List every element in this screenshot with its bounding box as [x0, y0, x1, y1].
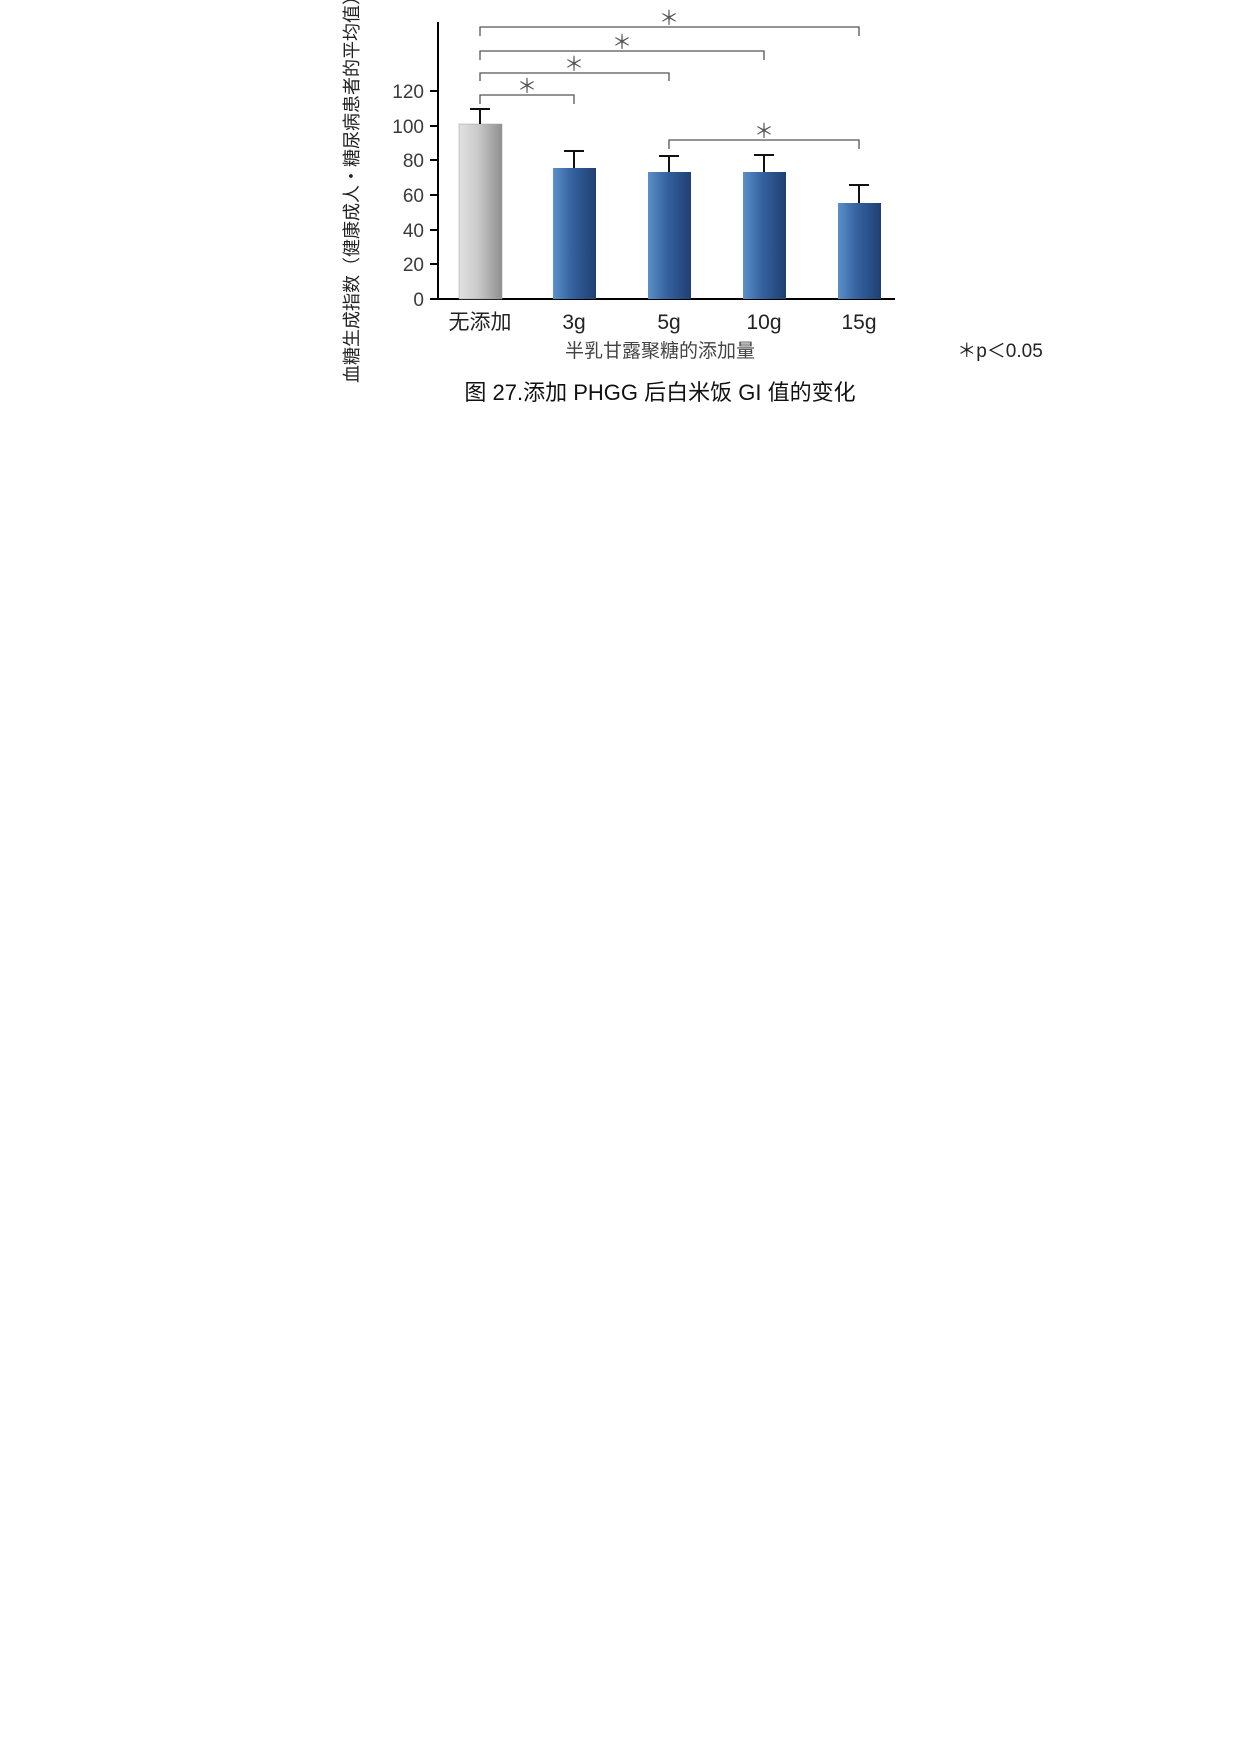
svg-text:80: 80	[403, 151, 424, 172]
svg-text:＊p＜0.05: ＊p＜0.05	[957, 341, 1043, 362]
svg-text:20: 20	[403, 255, 424, 276]
svg-text:＊: ＊	[612, 32, 632, 54]
svg-text:＊: ＊	[564, 54, 584, 76]
svg-text:40: 40	[403, 221, 424, 242]
svg-text:血糖生成指数（健康成人・糖尿病患者的平均值）: 血糖生成指数（健康成人・糖尿病患者的平均值）	[342, 0, 362, 383]
svg-text:15g: 15g	[841, 311, 876, 334]
svg-text:图 27.添加 PHGG 后白米饭 GI 值的变化: 图 27.添加 PHGG 后白米饭 GI 值的变化	[464, 380, 855, 405]
svg-text:0: 0	[413, 290, 424, 311]
svg-text:3g: 3g	[562, 311, 585, 334]
svg-text:5g: 5g	[657, 311, 680, 334]
svg-text:＊: ＊	[659, 8, 679, 30]
svg-text:100: 100	[392, 117, 424, 138]
svg-text:＊: ＊	[754, 121, 774, 143]
svg-text:60: 60	[403, 186, 424, 207]
svg-text:120: 120	[392, 82, 424, 103]
svg-text:10g: 10g	[746, 311, 781, 334]
svg-text:＊: ＊	[517, 76, 537, 98]
svg-text:无添加: 无添加	[449, 311, 512, 334]
svg-text:半乳甘露聚糖的添加量: 半乳甘露聚糖的添加量	[565, 340, 755, 362]
